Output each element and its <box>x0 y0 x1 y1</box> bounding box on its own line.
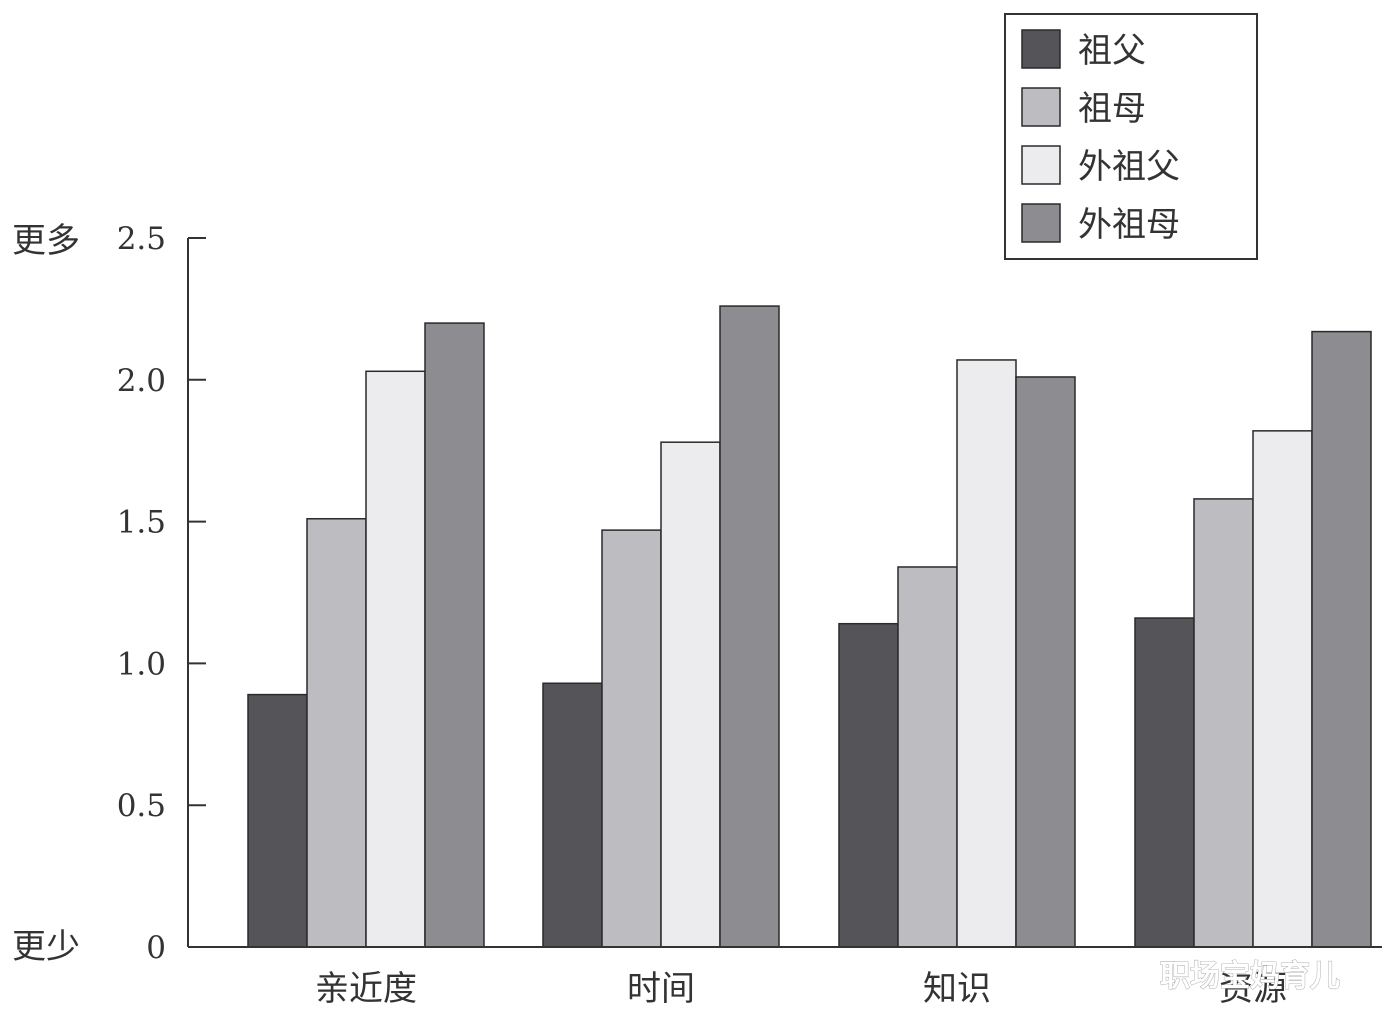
legend-swatch <box>1021 87 1061 127</box>
y-tick-label: 2.5 <box>117 221 166 257</box>
legend-swatch <box>1021 29 1061 69</box>
legend-label: 祖父 <box>1078 31 1146 71</box>
bar-1-2 <box>542 682 603 948</box>
legend-label: 外祖父 <box>1078 147 1180 187</box>
x-category-label: 时间 <box>627 969 695 1009</box>
watermark-text: 职场宝妈育儿 <box>1160 959 1340 994</box>
y-tick-label: 2.0 <box>117 363 166 399</box>
x-axis: 亲近度 时间 知识 资源 <box>188 946 1382 1009</box>
x-category-label: 知识 <box>923 969 991 1009</box>
bar-4-2 <box>719 305 780 948</box>
bar-1-4 <box>1134 617 1195 948</box>
bar-1-3 <box>838 622 899 948</box>
legend-label: 外祖母 <box>1078 205 1180 245</box>
y-axis-top-label: 更多 <box>12 221 80 261</box>
x-category-label: 亲近度 <box>315 969 417 1009</box>
legend-swatch <box>1021 203 1061 243</box>
bar-3-1 <box>365 370 426 948</box>
y-tick-label: 1.0 <box>117 646 166 682</box>
bar-1-1 <box>247 693 308 948</box>
bar-4-1 <box>424 322 485 948</box>
bars <box>247 305 1372 948</box>
bar-3-4 <box>1252 430 1313 948</box>
bar-4-4 <box>1311 330 1372 948</box>
y-axis-bottom-label: 更少 <box>12 927 80 967</box>
bar-3-2 <box>660 441 721 948</box>
bar-3-3 <box>956 359 1017 948</box>
bar-2-4 <box>1193 498 1254 948</box>
bar-4-3 <box>1015 376 1076 948</box>
bar-2-1 <box>306 518 367 948</box>
bar-2-2 <box>601 529 662 948</box>
legend-swatch <box>1021 145 1061 185</box>
y-tick-label: 1.5 <box>117 505 166 541</box>
y-axis: 0 0.5 1.0 1.5 2.0 2.5 <box>117 221 206 966</box>
bar-2-3 <box>897 566 958 948</box>
y-tick-label: 0 <box>146 930 166 966</box>
x-category-label: 资源 <box>1219 969 1287 1009</box>
legend-label: 祖母 <box>1078 89 1146 129</box>
y-tick-label: 0.5 <box>117 788 166 824</box>
